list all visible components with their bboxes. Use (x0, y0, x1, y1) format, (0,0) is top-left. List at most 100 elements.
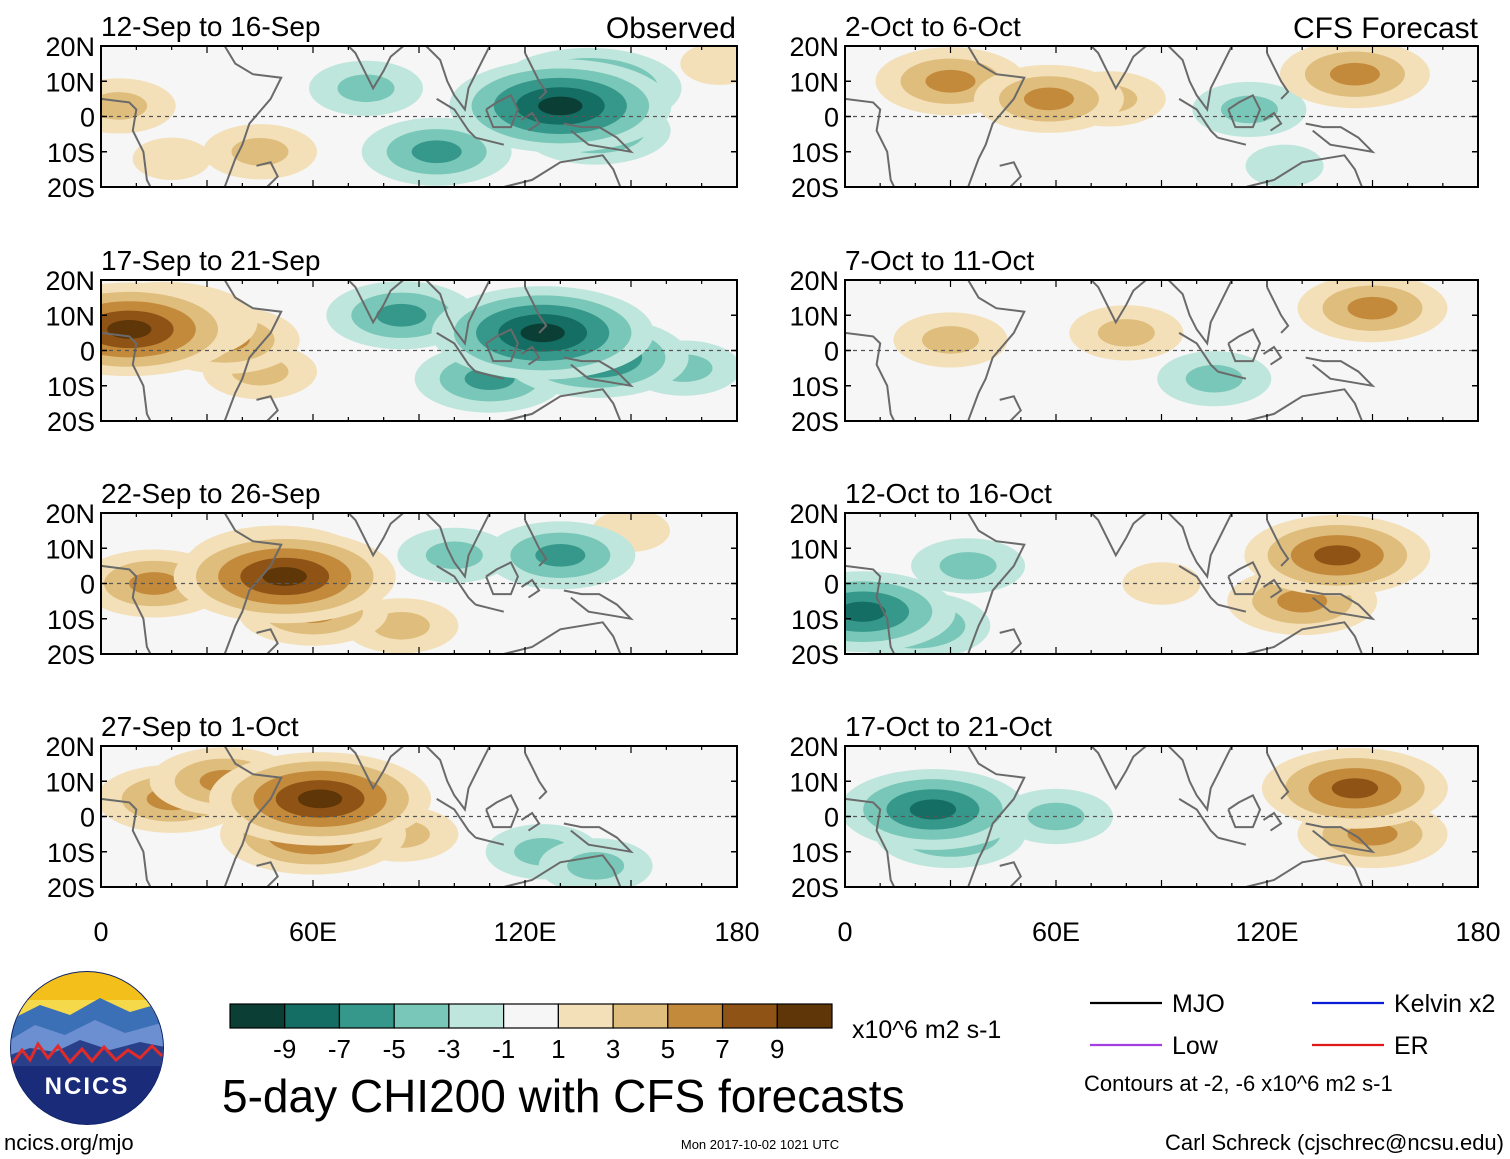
panel-period-label: 17-Sep to 21-Sep (101, 245, 321, 276)
philippines (1266, 286, 1290, 334)
lat-tick-label: 0 (824, 803, 839, 833)
lat-tick-label: 20N (789, 32, 839, 62)
borneo (1227, 93, 1262, 129)
philippines (524, 752, 548, 800)
panel-period-label: 12-Sep to 16-Sep (101, 11, 321, 42)
colorbar: -9 -7 -5 -3 -1 1 3 5 7 9 (229, 1003, 833, 1064)
india-coast (1089, 46, 1148, 91)
anomaly-blob (376, 303, 427, 327)
anomaly-blob (337, 74, 395, 103)
australia-north-coast (503, 854, 622, 887)
lat-tick-label: 20N (45, 266, 95, 296)
anomaly-blob (1097, 319, 1155, 347)
lat-tick-label: 20S (791, 640, 839, 670)
ncics-logo: NCICS (10, 971, 164, 1125)
lat-tick-label: 20S (47, 873, 95, 903)
india-coast (1089, 280, 1148, 325)
anomaly-blob (909, 799, 957, 820)
anomaly-blob (845, 601, 886, 622)
java (475, 370, 505, 380)
africa-east-coast (967, 746, 1026, 887)
lat-tick-label: 0 (80, 103, 95, 133)
lat-tick-label: 20N (45, 732, 95, 762)
colorbar-swatch (503, 1003, 559, 1029)
panel-1: 20N 10N 0 10S 20S 12-Sep to 16-Sep (45, 11, 738, 203)
indochina-coast (425, 746, 491, 812)
philippines (524, 519, 548, 567)
lat-tick-label: 20N (789, 499, 839, 529)
colorbar-tick-label: -5 (383, 1034, 406, 1064)
anomaly-blob (680, 46, 737, 85)
africa-west-coast (845, 564, 896, 654)
lat-tick-label: 10S (791, 138, 839, 168)
new-guinea (563, 356, 634, 388)
colorbar-swatch (721, 1003, 778, 1029)
madagascar (999, 861, 1023, 887)
colorbar-tick-label: -3 (437, 1034, 460, 1064)
panel-period-label: 2-Oct to 6-Oct (845, 11, 1021, 42)
legend-label: Kelvin x2 (1394, 990, 1495, 1018)
africa-east-coast (223, 46, 283, 187)
lat-tick-label: 20N (45, 32, 95, 62)
anomaly-blob (1347, 296, 1398, 320)
lat-tick-label: 20S (47, 173, 95, 203)
sulawesi (1262, 578, 1283, 599)
lat-tick-label: 10S (47, 372, 95, 402)
colorbar-units: x10^6 m2 s-1 (852, 1016, 1001, 1044)
colorbar-swatch (284, 1003, 341, 1029)
lat-tick-label: 0 (824, 337, 839, 367)
anomaly-blob (132, 137, 211, 180)
colorbar-tick-label: -9 (273, 1034, 296, 1064)
sumatra (436, 565, 477, 606)
lat-tick-label: 10N (789, 67, 839, 97)
lat-tick-label: 10S (791, 838, 839, 868)
africa-west-coast (845, 797, 896, 887)
coastlines (101, 513, 634, 654)
anomaly-blob (1329, 62, 1380, 86)
panel-6: 20N 10N 0 10S 20S 7-Oct to 11-Oct (789, 245, 1479, 437)
borneo (485, 561, 519, 596)
lat-tick-label: 10N (45, 67, 95, 97)
lon-tick-label: 0 (93, 917, 108, 947)
anomaly-blob (297, 789, 343, 809)
africa-east-coast (967, 513, 1026, 654)
lat-tick-label: 10N (45, 767, 95, 797)
panel-period-label: 22-Sep to 26-Sep (101, 478, 321, 509)
anomaly-blob (262, 567, 307, 586)
australia-north-coast (1245, 154, 1363, 187)
india-coast (1089, 746, 1148, 791)
footer-site: ncics.org/mjo (4, 1130, 134, 1155)
coastlines (845, 280, 1376, 421)
madagascar (256, 395, 279, 421)
new-guinea (1305, 122, 1376, 154)
lat-tick-label: 0 (80, 337, 95, 367)
new-guinea (1305, 356, 1376, 388)
logo-text: NCICS (45, 1073, 130, 1100)
java (1217, 836, 1247, 846)
anomaly-blob (535, 543, 586, 567)
africa-east-coast (223, 280, 283, 421)
new-guinea (1305, 822, 1376, 854)
coastlines (845, 513, 1376, 654)
indochina-coast (1167, 746, 1233, 812)
australia-north-coast (1245, 621, 1363, 654)
lat-tick-label: 10S (791, 372, 839, 402)
java (1217, 136, 1247, 146)
africa-west-coast (101, 97, 152, 187)
anomaly-blob (425, 541, 483, 570)
india-coast (346, 280, 405, 325)
panel-4: 20N 10N 0 10S 20S 27-Sep to 1-Oct (45, 711, 738, 903)
panel-period-label: 17-Oct to 21-Oct (845, 711, 1052, 742)
colorbar-tick-label: 9 (770, 1034, 784, 1064)
colorbar-tick-label: 7 (715, 1034, 729, 1064)
lon-tick-label: 0 (837, 917, 852, 947)
africa-east-coast (967, 280, 1026, 421)
lat-tick-label: 20N (789, 266, 839, 296)
observed-label: Observed (606, 12, 736, 45)
anomaly-blob (1245, 144, 1324, 187)
africa-east-coast (967, 46, 1026, 187)
madagascar (999, 628, 1023, 654)
madagascar (256, 161, 279, 187)
colorbar-tick-label: -7 (328, 1034, 351, 1064)
